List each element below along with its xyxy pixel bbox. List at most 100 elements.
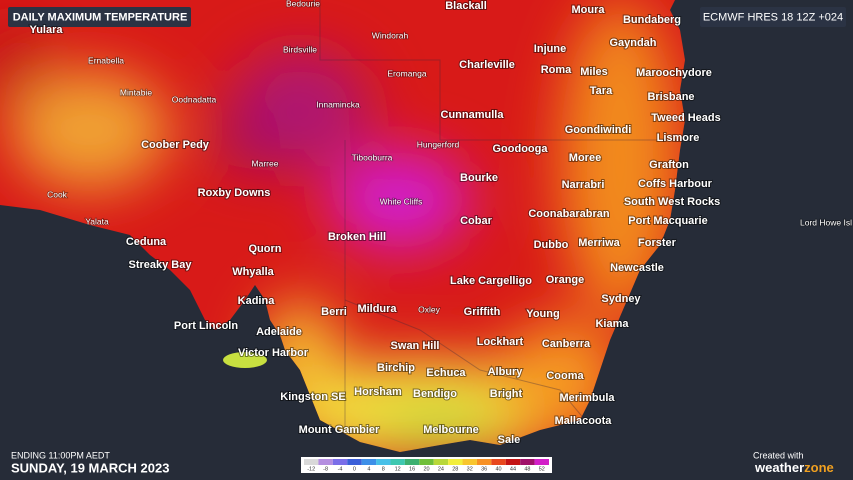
place-label: Moura [572,4,606,16]
place-label: Albury [488,366,524,378]
place-label: Grafton [649,159,689,171]
legend-swatch [476,459,492,465]
legend-label: 32 [467,466,473,472]
place-label: Blackall [445,0,487,12]
place-label: Birdsville [283,44,317,54]
legend-swatch [332,459,348,465]
legend-swatch [491,459,506,465]
legend-label: -8 [323,466,328,472]
title: DAILY MAXIMUM TEMPERATURE [13,11,188,23]
place-label: Kadina [238,295,276,307]
place-label: Narrabri [562,179,605,191]
place-label: Oodnadatta [172,94,217,104]
kangaroo-island [223,352,267,368]
legend-swatch [318,459,333,465]
place-label: Hungerford [417,139,460,149]
place-label: Bendigo [413,388,457,400]
legend-swatch [390,459,405,465]
place-label: Whyalla [232,266,274,278]
place-label: Lord Howe Isl [800,217,852,227]
place-label: Bourke [460,172,498,184]
legend-label: 0 [353,466,356,472]
created-with: Created with [753,450,804,460]
place-label: Griffith [464,306,501,318]
place-label: Bundaberg [623,14,681,26]
place-label: Tara [590,85,613,97]
legend-label: 48 [524,466,530,472]
brand-b: zone [804,460,834,475]
ending: ENDING 11:00PM AEDT [11,450,110,460]
place-label: Broken Hill [328,231,386,243]
place-label: Kiama [595,318,629,330]
legend-swatch [304,459,319,465]
place-label: Dubbo [534,239,569,251]
legend-swatch [347,459,362,465]
place-label: Sale [498,434,521,446]
legend-swatch [462,459,477,465]
place-label: Adelaide [256,326,302,338]
place-label: Lockhart [477,336,524,348]
legend-label: 36 [481,466,487,472]
place-label: Cooma [546,370,584,382]
place-label: Marree [252,158,279,168]
place-label: Cobar [460,215,493,227]
place-label: Port Lincoln [174,320,238,332]
place-label: Lismore [657,132,700,144]
place-label: Roma [541,64,572,76]
place-label: Horsham [354,386,402,398]
place-label: Goondiwindi [565,124,632,136]
place-label: Forster [638,237,677,249]
place-label: Merriwa [578,237,620,249]
place-label: Berri [321,306,347,318]
place-label: Newcastle [610,262,664,274]
legend-label: 16 [409,466,415,472]
place-label: Bright [490,388,523,400]
legend-label: 12 [395,466,401,472]
place-label: Lake Cargelligo [450,275,532,287]
place-label: Ernabella [88,55,124,65]
place-label: Mintabie [120,87,152,97]
place-label: Coonabarabran [528,208,610,220]
legend-label: 8 [382,466,385,472]
place-label: Mallacoota [555,415,613,427]
place-label: Ceduna [126,236,167,248]
place-label: Victor Harbor [238,347,309,359]
legend-label: 24 [438,466,444,472]
place-label: Cunnamulla [441,109,505,121]
place-label: Tibooburra [352,152,393,162]
place-label: Roxby Downs [198,187,271,199]
legend-label: 40 [495,466,501,472]
model: ECMWF HRES 18 12Z +024 [703,11,843,23]
place-label: Eromanga [387,68,426,78]
place-label: White Cliffs [380,196,423,206]
place-label: Melbourne [423,424,479,436]
place-label: Maroochydore [636,67,712,79]
legend-swatch [376,459,391,465]
place-label: Coffs Harbour [638,178,713,190]
place-label: Mount Gambier [299,424,380,436]
place-label: Birchip [377,362,415,374]
legend-swatch [534,459,549,465]
place-label: Gayndah [609,37,656,49]
place-label: Injune [534,43,566,55]
place-label: Streaky Bay [129,259,193,271]
legend-label: 52 [539,466,545,472]
place-label: Yulara [29,24,63,36]
place-label: Yalata [85,216,109,226]
place-label: Swan Hill [391,340,440,352]
place-label: Oxley [418,304,440,314]
legend-label: 28 [452,466,458,472]
legend-swatch [433,459,449,465]
brand: weatherzone [754,460,834,475]
place-label: Sydney [601,293,641,305]
legend-label: -12 [307,466,315,472]
place-label: Quorn [249,243,282,255]
title-box [8,7,191,27]
place-label: Mildura [357,303,397,315]
place-label: Coober Pedy [141,139,210,151]
place-label: Windorah [372,30,409,40]
borders [319,0,690,430]
place-label: Echuca [426,367,466,379]
date: SUNDAY, 19 MARCH 2023 [11,460,169,475]
